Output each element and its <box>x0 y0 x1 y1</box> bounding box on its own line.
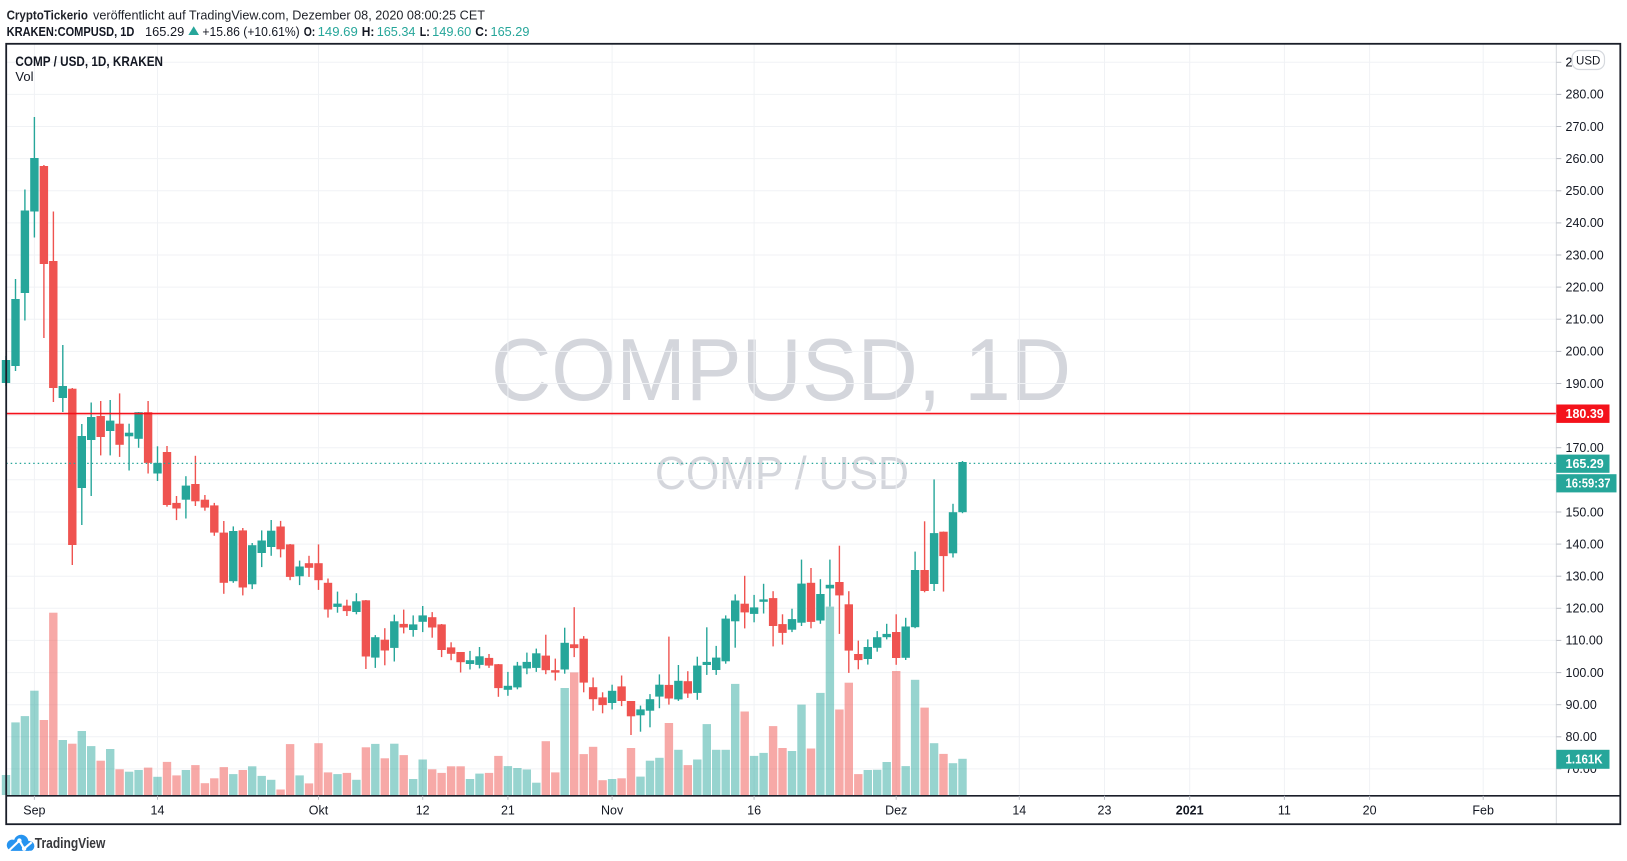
svg-text:149.60: 149.60 <box>432 24 471 39</box>
svg-text:Sep: Sep <box>23 804 45 818</box>
svg-text:14: 14 <box>151 804 165 818</box>
svg-text:270.00: 270.00 <box>1566 120 1604 134</box>
svg-text:149.69: 149.69 <box>318 24 358 39</box>
svg-text:90.00: 90.00 <box>1566 698 1597 712</box>
svg-text:150.00: 150.00 <box>1566 505 1604 519</box>
svg-text:140.00: 140.00 <box>1566 537 1604 551</box>
svg-text:20: 20 <box>1363 804 1377 818</box>
svg-text:21: 21 <box>501 804 515 818</box>
svg-text:165.29: 165.29 <box>491 24 530 39</box>
svg-text:250.00: 250.00 <box>1566 184 1604 198</box>
svg-text:280.00: 280.00 <box>1566 88 1604 102</box>
svg-text:CryptoTickerio: CryptoTickerio <box>7 7 88 22</box>
svg-text:2021: 2021 <box>1176 804 1204 818</box>
svg-text:C:: C: <box>475 24 488 39</box>
svg-text:16:59:37: 16:59:37 <box>1566 477 1611 491</box>
svg-text:L:: L: <box>420 24 430 39</box>
svg-text:110.00: 110.00 <box>1566 634 1603 648</box>
svg-text:230.00: 230.00 <box>1566 248 1604 262</box>
svg-text:170.00: 170.00 <box>1566 441 1604 455</box>
svg-text:120.00: 120.00 <box>1566 602 1604 616</box>
svg-text:veröffentlicht auf TradingView: veröffentlicht auf TradingView.com, Deze… <box>93 7 485 22</box>
svg-text:130.00: 130.00 <box>1566 570 1604 584</box>
svg-text:H:: H: <box>362 24 375 39</box>
svg-text:165.29: 165.29 <box>145 24 184 39</box>
svg-text:USD: USD <box>1576 55 1600 67</box>
svg-text:KRAKEN:COMPUSD, 1D: KRAKEN:COMPUSD, 1D <box>7 24 135 39</box>
svg-text:23: 23 <box>1098 804 1112 818</box>
svg-text:Nov: Nov <box>601 804 624 818</box>
svg-text:14: 14 <box>1012 804 1026 818</box>
svg-text:240.00: 240.00 <box>1566 216 1604 230</box>
svg-text:100.00: 100.00 <box>1566 666 1604 680</box>
svg-text:Okt: Okt <box>309 804 329 818</box>
svg-text:O:: O: <box>304 24 316 39</box>
svg-text:Dez: Dez <box>885 804 907 818</box>
svg-text:Vol: Vol <box>15 69 33 84</box>
svg-text:80.00: 80.00 <box>1566 730 1597 744</box>
svg-text:190.00: 190.00 <box>1566 377 1604 391</box>
svg-text:165.29: 165.29 <box>1566 457 1604 471</box>
svg-text:180.39: 180.39 <box>1566 407 1604 421</box>
svg-text:TradingView: TradingView <box>35 836 106 852</box>
svg-text:16: 16 <box>747 804 761 818</box>
svg-text:220.00: 220.00 <box>1566 280 1604 294</box>
svg-text:COMP / USD, 1D, KRAKEN: COMP / USD, 1D, KRAKEN <box>15 53 163 69</box>
svg-text:11: 11 <box>1278 804 1291 818</box>
svg-text:260.00: 260.00 <box>1566 152 1604 166</box>
svg-text:210.00: 210.00 <box>1566 313 1604 327</box>
svg-text:200.00: 200.00 <box>1566 345 1604 359</box>
svg-text:Feb: Feb <box>1472 804 1494 818</box>
svg-text:165.34: 165.34 <box>377 24 416 39</box>
svg-text:12: 12 <box>416 804 430 818</box>
svg-text:+15.86 (+10.61%): +15.86 (+10.61%) <box>202 24 299 39</box>
svg-text:COMP / USD: COMP / USD <box>655 447 909 499</box>
svg-text:COMPUSD, 1D: COMPUSD, 1D <box>491 320 1071 419</box>
svg-text:1.161K: 1.161K <box>1566 753 1603 767</box>
